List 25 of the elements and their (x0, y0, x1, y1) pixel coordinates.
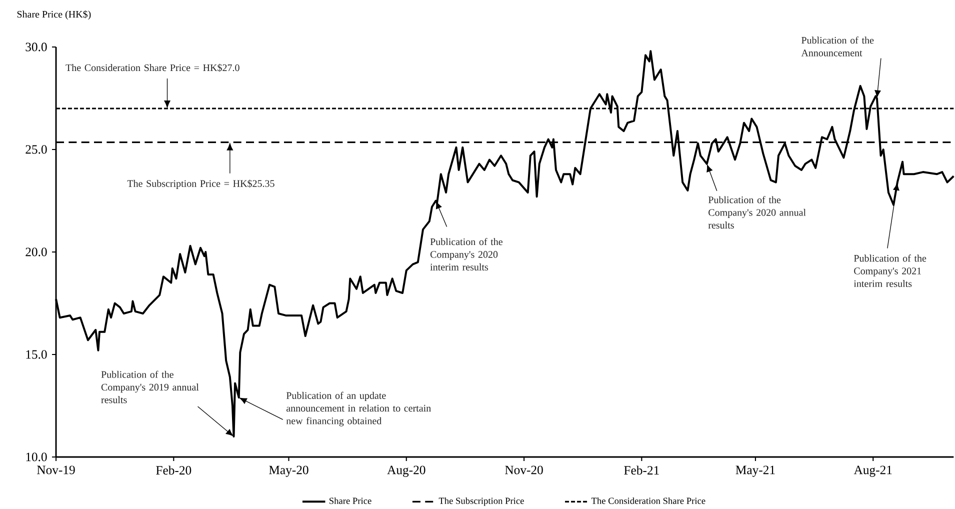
annotation: The Subscription Price = HK$25.35 (127, 180, 274, 189)
y-tick-label: 10.0 (26, 452, 47, 462)
annotation: Publication of an update announcement in relation to certain new financing obtained (286, 392, 431, 426)
legend-label: The Consideration Share Price (591, 497, 706, 504)
x-tick-label: Aug-20 (387, 466, 426, 477)
annotation: The Consideration Share Price = HK$27.0 (66, 64, 240, 72)
legend-label: The Subscription Price (438, 497, 524, 506)
x-tick-label: Aug-21 (854, 466, 892, 477)
y-tick-label: 20.0 (26, 248, 47, 256)
y-axis-title: Share Price (HK$) (17, 10, 91, 20)
y-tick-label: 25.0 (26, 145, 47, 154)
annotation: Publication of the Company's 2020 annual results (708, 196, 806, 229)
legend-label: Share Price (330, 497, 372, 504)
x-tick-label: Feb-20 (156, 466, 192, 475)
x-tick-label: May-20 (269, 466, 308, 477)
y-tick-label: 15.0 (26, 350, 47, 359)
x-tick-label: Nov-20 (505, 466, 543, 474)
x-tick-label: Feb-21 (624, 466, 659, 475)
annotation: Publication of the Announcement (801, 36, 874, 56)
x-tick-label: Nov-19 (37, 466, 75, 474)
annotation: Publication of the Company's 2021 interim results (854, 254, 926, 288)
x-tick-label: May-21 (736, 466, 775, 477)
annotation: Publication of the Company's 2020 interim results (430, 238, 502, 270)
annotation: Publication of the Company's 2019 annual results (101, 370, 199, 404)
y-tick-label: 30.0 (26, 42, 47, 52)
